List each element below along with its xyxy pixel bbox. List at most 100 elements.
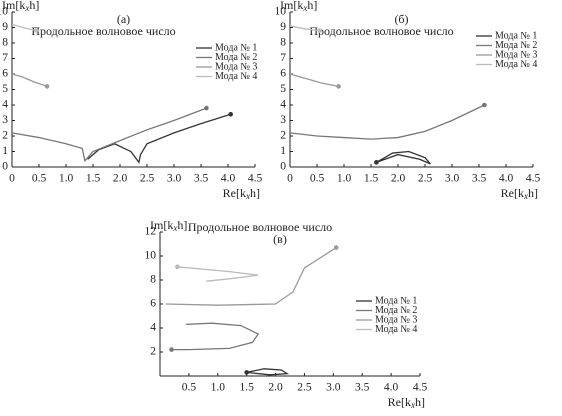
series-end-marker (482, 102, 487, 108)
label-part: Im[k (280, 0, 303, 12)
series-line (289, 25, 320, 32)
panel-label: (в) (273, 232, 287, 246)
series-end-marker (336, 84, 341, 89)
y-tick-label: 4 (280, 99, 286, 111)
series-end-marker (333, 245, 339, 250)
series-end-marker (204, 105, 209, 111)
chart-title: Продольное волновое число (31, 24, 175, 38)
y-tick-label: 2 (2, 130, 8, 142)
x-tick-label: 1.0 (337, 173, 352, 185)
series-end-marker (169, 347, 174, 352)
panel-label: (а) (117, 12, 130, 26)
label-part: h] (415, 395, 425, 409)
x-tick-label: 3.0 (167, 173, 182, 185)
x-tick-label: 0 (287, 173, 293, 185)
y-tick-label: 0 (280, 161, 286, 173)
x-tick-label: 4.5 (248, 173, 263, 185)
y-tick-label: 10 (275, 6, 287, 18)
label-part: h] (528, 186, 538, 200)
series-end-marker (34, 28, 39, 33)
series-line (177, 266, 259, 282)
x-tick-label: 0.5 (310, 173, 325, 185)
panel-label: (б) (394, 12, 408, 26)
label-sub: x (24, 3, 29, 13)
y-axis-label: Im[kxh] (280, 0, 317, 13)
series-line (246, 368, 290, 376)
x-tick-label: 2.5 (140, 173, 155, 185)
legend-label: Мода № 3 (495, 49, 537, 60)
y-tick-label: 3 (2, 114, 8, 126)
x-tick-label: 3.0 (445, 173, 460, 185)
series-line (376, 150, 431, 165)
x-axis-label: Re[kxh] (501, 186, 538, 201)
x-tick-label: 3.5 (355, 382, 370, 394)
y-tick-label: 2 (150, 346, 156, 358)
y-tick-label: 6 (150, 298, 156, 310)
y-tick-label: 8 (280, 37, 286, 49)
y-tick-label: 1 (2, 145, 8, 157)
series-end-marker (244, 370, 249, 375)
y-tick-label: 6 (2, 68, 8, 80)
label-sub: x (245, 191, 250, 201)
legend-label: Мода № 4 (215, 71, 257, 82)
series-line (289, 73, 339, 88)
y-axis-label: Im[kxh] (150, 218, 187, 233)
y-tick-label: 3 (280, 114, 286, 126)
x-tick-label: 0 (9, 173, 15, 185)
x-tick-label: 4.0 (499, 173, 514, 185)
y-tick-label: 12 (145, 226, 157, 238)
y-tick-label: 4 (150, 322, 156, 334)
chart-panel: 0 1 2 3 4 5 6 7 8 9 10 0 0.5 1.0 1.5 2.0 2.5 3.0 3.5 4.0 4.5… (0, 0, 262, 201)
y-tick-label: 10 (145, 250, 157, 262)
y-tick-label: 9 (2, 21, 8, 33)
y-tick-label: 5 (280, 83, 286, 95)
chart-title: Продольное волновое число (188, 220, 332, 234)
x-tick-label: 3.0 (326, 382, 341, 394)
series-line (11, 107, 207, 163)
y-tick-label: 6 (280, 68, 286, 80)
series-line (289, 104, 485, 140)
x-tick-label: 2.0 (268, 382, 283, 394)
legend-label: Мода № 1 (495, 30, 537, 41)
y-tick-label: 0 (2, 161, 8, 173)
x-tick-label: 1.5 (86, 173, 101, 185)
x-tick-label: 1.0 (59, 173, 74, 185)
label-part: Re[k (501, 186, 524, 200)
chart-panel: 2 4 6 8 10 12 0.5 1.0 1.5 2.0 2.5 3.0 3.5 4.0 4.5 (в)Пр… (145, 218, 428, 410)
y-tick-label: 8 (150, 274, 156, 286)
y-axis-label: Im[kxh] (2, 0, 39, 13)
legend-label: Мода № 3 (375, 314, 417, 325)
x-tick-label: 2.5 (297, 382, 312, 394)
chart-title: Продольное волновое число (309, 24, 453, 38)
y-tick-label: 8 (2, 37, 8, 49)
label-part: Im[k (2, 0, 25, 12)
y-tick-label: 2 (280, 130, 286, 142)
series-end-marker (44, 84, 50, 89)
series-line (11, 23, 37, 32)
x-tick-label: 2.0 (113, 173, 128, 185)
x-tick-label: 4.0 (221, 173, 236, 185)
series-end-marker (317, 28, 323, 33)
x-tick-label: 0.5 (182, 382, 197, 394)
legend-label: Мода № 2 (215, 52, 257, 63)
series-line (165, 247, 337, 306)
series-end-marker (175, 264, 180, 270)
chart-panel: 0 1 2 3 4 5 6 7 8 9 10 0 0.5 1.0 1.5 2.0 2.5 3.0 3.5 4.0 4.5… (275, 0, 541, 201)
legend-label: Мода № 3 (215, 61, 257, 72)
x-tick-label: 2.0 (391, 173, 406, 185)
legend-label: Мода № 2 (495, 40, 537, 51)
series-end-marker (374, 160, 379, 165)
x-tick-label: 2.5 (418, 173, 433, 185)
label-part: h] (29, 0, 39, 12)
y-tick-label: 5 (2, 83, 8, 95)
y-tick-label: 7 (280, 52, 286, 64)
x-tick-label: 4.0 (384, 382, 399, 394)
label-sub: x (410, 400, 415, 410)
label-part: h] (250, 186, 260, 200)
x-tick-label: 1.5 (364, 173, 379, 185)
series-line (11, 73, 48, 88)
series-end-marker (228, 112, 233, 117)
x-tick-label: 4.5 (413, 382, 428, 394)
legend-label: Мода № 1 (215, 42, 257, 53)
